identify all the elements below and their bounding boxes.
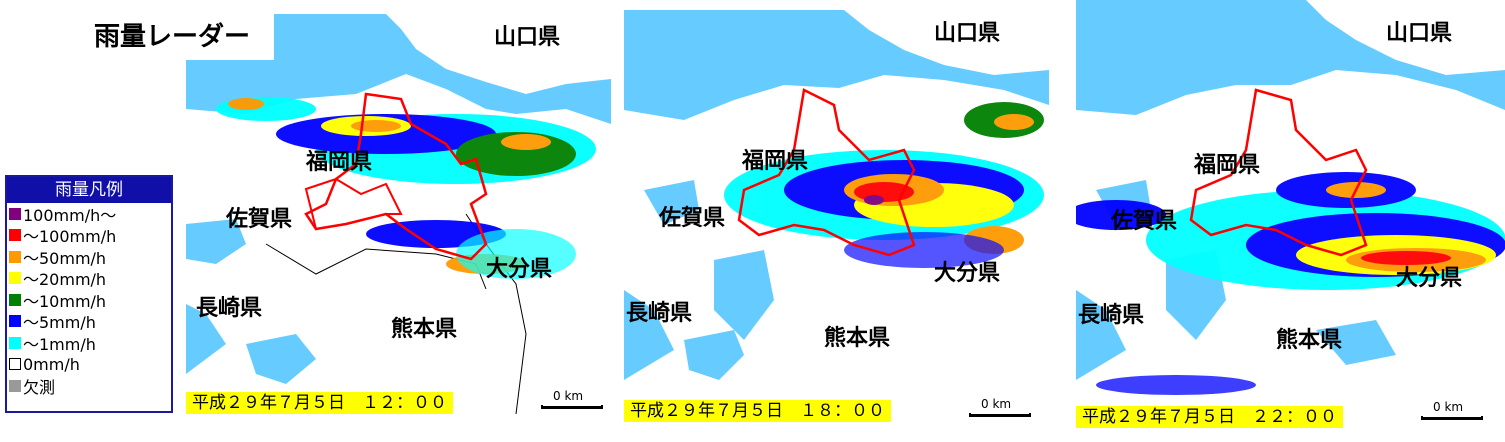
label-kumamoto: 熊本県 (1276, 328, 1343, 353)
label-yamaguchi: 山口県 (1386, 21, 1453, 46)
label-nagasaki: 長崎県 (626, 301, 693, 326)
label-yamaguchi: 山口県 (494, 25, 561, 50)
legend-swatch (9, 379, 21, 392)
radar-panel-1800: 山口県 福岡県 佐賀県 大分県 長崎県 熊本県 平成２９年７月５日 １８：００ … (624, 10, 1049, 424)
legend-swatch (9, 315, 21, 328)
legend-label: 〜5mm/h (23, 313, 96, 333)
legend-swatch (9, 250, 21, 263)
radar-map-2200 (1076, 0, 1505, 428)
scale-bar: 0 km (541, 389, 605, 409)
label-kumamoto: 熊本県 (391, 317, 458, 342)
legend-label: 〜50mm/h (23, 248, 107, 268)
scale-bar: 0 km (969, 397, 1033, 417)
legend-swatch (9, 336, 21, 349)
legend-label: 欠測 (23, 377, 56, 397)
rainfall-legend: 雨量凡例 100mm/h〜 〜100mm/h 〜50mm/h 〜20mm/h 〜… (5, 175, 173, 413)
legend-swatch (9, 358, 21, 371)
radar-map-1200 (186, 14, 611, 414)
legend-item: 〜10mm/h (7, 289, 171, 311)
legend-label: 〜100mm/h (23, 227, 117, 247)
scale-line (541, 405, 603, 409)
label-fukuoka: 福岡県 (742, 149, 809, 174)
legend-item: 欠測 (7, 375, 171, 397)
legend-item: 〜1mm/h (7, 332, 171, 354)
label-saga: 佐賀県 (226, 207, 293, 232)
legend-header: 雨量凡例 (7, 177, 171, 203)
radar-panel-1200: 山口県 福岡県 佐賀県 大分県 長崎県 熊本県 平成２９年７月５日 １２：００ … (186, 14, 611, 414)
label-oita: 大分県 (1396, 266, 1463, 291)
radar-map-1800 (624, 10, 1049, 424)
scale-line (969, 413, 1031, 417)
legend-label: 〜10mm/h (23, 291, 107, 311)
scale-label: 0 km (981, 397, 1012, 411)
legend-swatch (9, 229, 21, 242)
label-nagasaki: 長崎県 (196, 296, 263, 321)
label-oita: 大分県 (486, 257, 553, 282)
legend-label: 0mm/h (23, 354, 80, 374)
legend-label: 〜20mm/h (23, 270, 107, 290)
label-saga: 佐賀県 (659, 206, 726, 231)
page-title: 雨量レーダー (88, 14, 274, 60)
scale-label: 0 km (553, 389, 584, 403)
label-kumamoto: 熊本県 (824, 326, 891, 351)
scale-label: 0 km (1433, 400, 1464, 414)
legend-label: 100mm/h〜 (23, 205, 117, 225)
legend-item: 〜5mm/h (7, 311, 171, 333)
legend-item: 0mm/h (7, 354, 171, 376)
legend-swatch (9, 207, 21, 220)
legend-item: 100mm/h〜 (7, 203, 171, 225)
timestamp: 平成２９年７月５日 １８：００ (624, 400, 891, 422)
label-oita: 大分県 (934, 261, 1001, 286)
label-saga: 佐賀県 (1111, 209, 1178, 234)
legend-item: 〜100mm/h (7, 225, 171, 247)
label-nagasaki: 長崎県 (1078, 303, 1145, 328)
radar-panel-2200: 山口県 福岡県 佐賀県 大分県 長崎県 熊本県 平成２９年７月５日 ２２：００ … (1076, 0, 1505, 428)
legend-swatch (9, 293, 21, 306)
timestamp: 平成２９年７月５日 １２：００ (186, 392, 453, 414)
label-fukuoka: 福岡県 (306, 150, 373, 175)
scale-bar: 0 km (1421, 400, 1485, 420)
label-fukuoka: 福岡県 (1194, 153, 1261, 178)
legend-item: 〜20mm/h (7, 268, 171, 290)
label-yamaguchi: 山口県 (934, 21, 1001, 46)
timestamp: 平成２９年７月５日 ２２：００ (1076, 406, 1343, 428)
legend-item: 〜50mm/h (7, 246, 171, 268)
legend-label: 〜1mm/h (23, 334, 96, 354)
scale-line (1421, 416, 1483, 420)
legend-swatch (9, 272, 21, 285)
